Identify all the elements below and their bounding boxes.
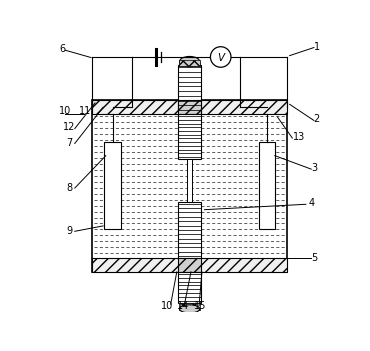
Text: 8: 8: [66, 183, 73, 193]
Bar: [178, 272, 201, 303]
Bar: [92, 100, 287, 272]
Text: 3: 3: [311, 163, 317, 173]
Text: 5: 5: [311, 253, 317, 263]
Text: 14: 14: [177, 302, 189, 311]
Bar: [179, 303, 200, 311]
Ellipse shape: [179, 57, 200, 67]
Text: 4: 4: [308, 198, 314, 208]
Text: 1: 1: [314, 42, 320, 52]
Bar: [92, 258, 287, 272]
Bar: [178, 65, 201, 112]
Bar: [104, 142, 121, 229]
Text: 7: 7: [66, 139, 73, 148]
Text: 11: 11: [80, 106, 92, 116]
Bar: [178, 100, 201, 114]
Bar: [92, 100, 287, 114]
Bar: [188, 159, 192, 201]
Bar: [179, 61, 200, 66]
Text: V: V: [217, 53, 224, 63]
Text: 10: 10: [161, 301, 173, 311]
Text: 2: 2: [313, 114, 320, 124]
Text: 10: 10: [59, 106, 71, 116]
Text: 9: 9: [66, 226, 73, 236]
Bar: [179, 60, 200, 66]
Text: 6: 6: [60, 44, 65, 54]
Bar: [178, 114, 201, 159]
Bar: [178, 201, 201, 258]
Text: 13: 13: [293, 132, 305, 142]
Text: 12: 12: [63, 122, 75, 132]
Bar: [259, 142, 275, 229]
Ellipse shape: [179, 305, 200, 313]
Bar: [178, 258, 201, 272]
Circle shape: [211, 47, 231, 67]
Text: 15: 15: [194, 302, 206, 311]
